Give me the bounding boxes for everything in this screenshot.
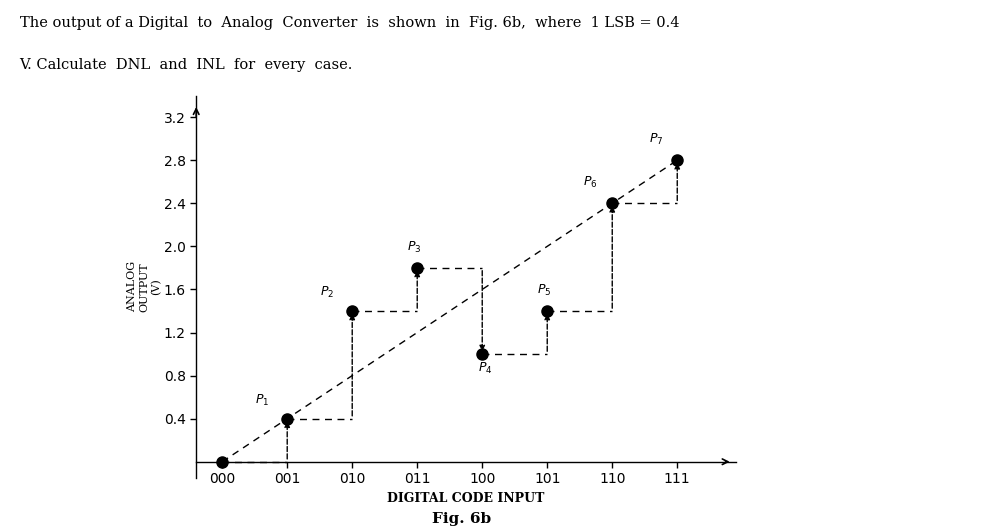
Text: $P_7$: $P_7$: [648, 132, 663, 147]
Text: The output of a Digital  to  Analog  Converter  is  shown  in  Fig. 6b,  where  : The output of a Digital to Analog Conver…: [20, 16, 679, 30]
Text: $P_5$: $P_5$: [537, 283, 551, 298]
Y-axis label: ANALOG
OUTPUT
(V): ANALOG OUTPUT (V): [128, 261, 161, 312]
Text: $P_3$: $P_3$: [407, 240, 421, 255]
X-axis label: DIGITAL CODE INPUT: DIGITAL CODE INPUT: [387, 492, 544, 505]
Text: $P_4$: $P_4$: [478, 361, 492, 375]
Text: $P_1$: $P_1$: [255, 393, 269, 408]
Text: $P_6$: $P_6$: [584, 175, 598, 190]
Text: $P_2$: $P_2$: [320, 285, 334, 300]
Text: Fig. 6b: Fig. 6b: [432, 512, 490, 526]
Text: V. Calculate  DNL  and  INL  for  every  case.: V. Calculate DNL and INL for every case.: [20, 58, 353, 72]
